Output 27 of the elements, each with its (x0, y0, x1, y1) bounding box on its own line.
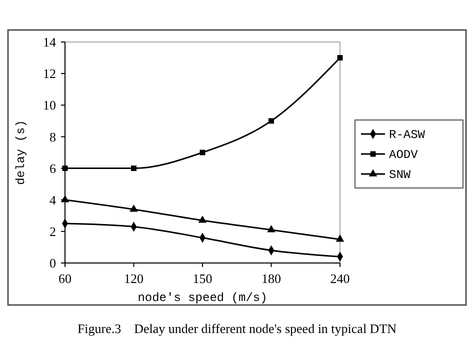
legend-label: R-ASW (389, 128, 426, 142)
y-tick-label: 10 (43, 98, 56, 113)
point (131, 166, 136, 172)
legend-label: SNW (389, 168, 412, 182)
y-tick-label: 6 (50, 160, 56, 176)
text: Figure.3 Delay under different node's speed in typical DTN (77, 321, 398, 336)
x-tick-label: 60 (58, 271, 72, 286)
y-tick-label: 0 (50, 256, 56, 271)
point (60, 195, 70, 202)
y-axis-title: delay (s) (14, 120, 28, 185)
point (130, 204, 138, 212)
y-tick-label: 14 (43, 34, 56, 50)
x-tick-label: 120 (124, 271, 144, 286)
point (337, 55, 343, 61)
x-axis-title: node's speed (m/s) (138, 291, 268, 305)
point (336, 234, 344, 242)
x-tick-label: 240 (330, 271, 350, 286)
point (198, 216, 207, 223)
y-tick-label: 2 (50, 224, 56, 239)
y-tick-label: 8 (50, 129, 56, 144)
y-tick-label: 12 (43, 66, 56, 82)
legend-label: AODV (389, 148, 419, 162)
point (267, 225, 276, 232)
y-tick-label: 4 (50, 192, 56, 208)
point (268, 118, 274, 124)
x-tick-label: 150 (192, 271, 212, 286)
x-tick-label: 180 (262, 271, 281, 286)
